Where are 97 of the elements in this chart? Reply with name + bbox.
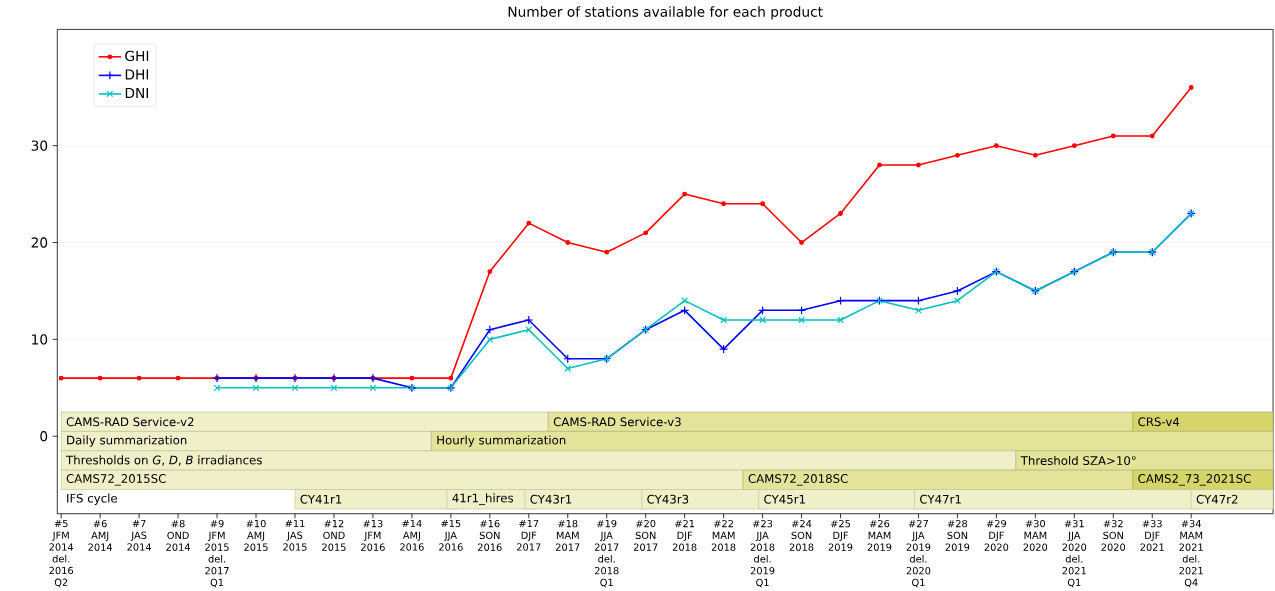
point bbox=[838, 210, 843, 216]
x-tick-label: #6 AMJ 2014 bbox=[88, 519, 113, 551]
y-tick-label: 0 bbox=[40, 430, 48, 442]
point bbox=[643, 230, 649, 236]
x-tick-label: #29 DJF 2020 bbox=[984, 519, 1009, 551]
annotation: CAMS72_2015SC bbox=[66, 473, 166, 486]
x-tick-label: #31 JJA 2020 del. 2021 Q1 bbox=[1062, 519, 1087, 588]
point bbox=[565, 240, 571, 245]
point bbox=[604, 249, 610, 255]
legend-label: DHI bbox=[125, 69, 149, 80]
x-tick-label: #30 MAM 2020 bbox=[1023, 519, 1048, 551]
annotation: CY47r2 bbox=[1196, 494, 1238, 504]
x-tick-label: #33 DJF 2021 bbox=[1140, 519, 1164, 551]
point bbox=[409, 375, 415, 381]
annotation: CAMS72_2018SC bbox=[748, 473, 848, 486]
point bbox=[955, 152, 960, 158]
point bbox=[136, 375, 142, 381]
point bbox=[1032, 152, 1038, 158]
annotation: Daily summarization bbox=[67, 435, 187, 447]
point bbox=[330, 384, 338, 392]
point bbox=[525, 326, 533, 333]
annotation: CY43r1 bbox=[530, 494, 572, 504]
point bbox=[759, 316, 766, 324]
point bbox=[993, 143, 999, 148]
x-tick-label: #20 SON 2017 bbox=[633, 519, 658, 551]
x-tick-label: #23 JJA 2018 del. 2019 Q1 bbox=[750, 519, 775, 588]
x-tick-label: #26 MAM 2019 bbox=[867, 519, 892, 551]
point bbox=[564, 364, 572, 372]
x-tick-label: #5 JFM 2014 del. 2016 Q2 bbox=[49, 519, 74, 588]
annotation: CY45r1 bbox=[764, 494, 805, 504]
x-tick-label: #9 JFM 2015 del. 2017 Q1 bbox=[205, 519, 229, 588]
annotation: CAMS2_73_2021SC bbox=[1138, 473, 1251, 486]
point bbox=[291, 384, 299, 392]
x-tick-label: #15 JJA 2016 bbox=[439, 519, 463, 551]
point bbox=[369, 384, 377, 392]
point bbox=[837, 316, 844, 324]
point bbox=[1110, 133, 1116, 139]
point bbox=[1188, 85, 1194, 90]
annotation: CY41r1 bbox=[300, 494, 342, 504]
chart-title: Number of stations available for each product bbox=[508, 6, 823, 20]
point bbox=[213, 384, 221, 392]
point bbox=[486, 335, 494, 343]
x-tick-label: #19 JJA 2017 del. 2018 Q1 bbox=[594, 519, 619, 588]
annotation: CY43r3 bbox=[647, 494, 689, 504]
x-tick-label: #28 SON 2019 bbox=[945, 519, 970, 551]
annotation: IFS cycle bbox=[67, 493, 118, 505]
legend-label: DNI bbox=[125, 87, 148, 98]
legend-label: GHI bbox=[125, 50, 149, 62]
x-tick-label: #10 AMJ 2015 bbox=[244, 519, 268, 551]
point bbox=[719, 344, 729, 354]
annotation: Hourly summarization bbox=[437, 435, 566, 447]
x-tick-label: #25 DJF 2019 bbox=[828, 519, 853, 551]
x-tick-label: #24 SON 2018 bbox=[789, 519, 814, 551]
point bbox=[487, 269, 493, 274]
x-tick-label: #21 DJF 2018 bbox=[672, 519, 697, 551]
point bbox=[97, 375, 103, 381]
point bbox=[175, 375, 181, 381]
point bbox=[720, 316, 727, 324]
annotation: CAMS-RAD Service-v2 bbox=[66, 417, 194, 427]
point bbox=[252, 384, 260, 392]
point bbox=[760, 201, 765, 207]
annotation: CRS-v4 bbox=[1138, 417, 1180, 427]
point bbox=[799, 240, 804, 245]
point bbox=[721, 201, 727, 207]
annotation: CY47r1 bbox=[920, 494, 961, 504]
x-tick-label: #17 DJF 2017 bbox=[517, 519, 541, 551]
y-tick-label: 30 bbox=[31, 140, 48, 151]
y-tick-label: 10 bbox=[32, 334, 48, 345]
x-tick-label: #34 MAM 2021 del. 2021 Q4 bbox=[1179, 519, 1203, 588]
point bbox=[682, 191, 688, 197]
x-tick-label: #18 MAM 2017 bbox=[556, 519, 580, 551]
point bbox=[1149, 133, 1155, 139]
annotation: 41r1_hires bbox=[452, 493, 514, 505]
x-tick-label: #7 JAS 2014 bbox=[127, 519, 152, 551]
x-tick-label: #27 JJA 2019 del. 2020 Q1 bbox=[906, 519, 931, 588]
y-tick-label: 20 bbox=[31, 237, 48, 248]
point bbox=[524, 315, 534, 325]
x-tick-label: #12 OND 2015 bbox=[322, 519, 346, 551]
annotation: CAMS-RAD Service-v3 bbox=[553, 417, 681, 427]
point bbox=[526, 220, 532, 226]
x-tick-label: #8 OND 2014 bbox=[166, 519, 190, 551]
x-tick-label: #14 AMJ 2016 bbox=[400, 519, 424, 551]
x-tick-label: #16 SON 2016 bbox=[478, 519, 502, 551]
point bbox=[916, 162, 921, 168]
point bbox=[877, 162, 882, 168]
point bbox=[1071, 143, 1077, 148]
x-tick-label: #32 SON 2020 bbox=[1101, 519, 1126, 551]
point bbox=[448, 375, 454, 381]
annotation: Threshold SZA>10° bbox=[1020, 455, 1136, 465]
annotation: Thresholds on G, D, B irradiances bbox=[65, 455, 262, 466]
x-tick-label: #13 JFM 2016 bbox=[361, 519, 385, 551]
point bbox=[798, 316, 805, 324]
x-tick-label: #22 MAM 2018 bbox=[711, 519, 736, 551]
point bbox=[952, 286, 962, 296]
point bbox=[58, 375, 64, 381]
point bbox=[915, 306, 922, 314]
x-tick-label: #11 JAS 2015 bbox=[283, 519, 307, 551]
